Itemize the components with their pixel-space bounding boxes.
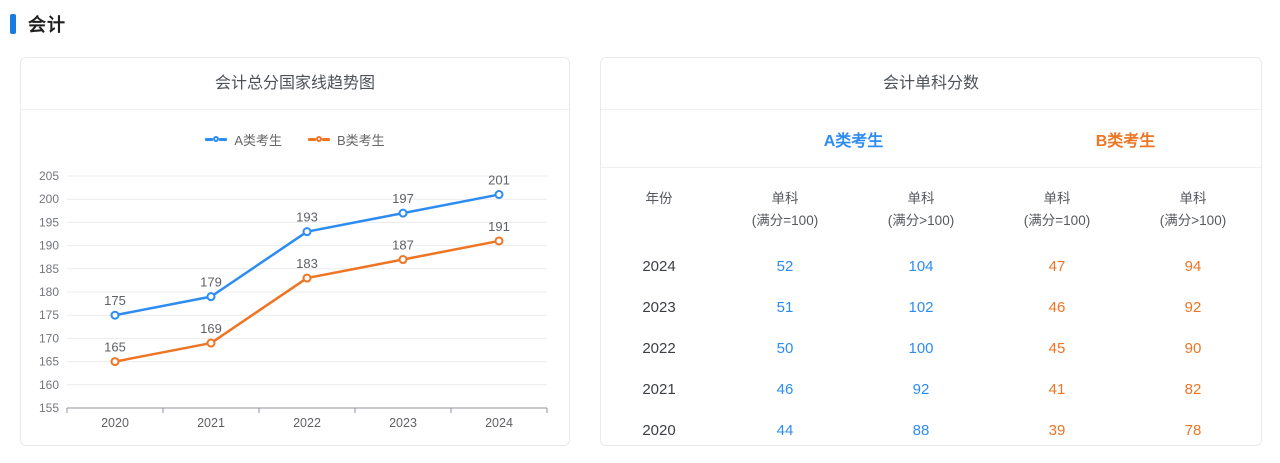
year-cell: 2021	[642, 381, 676, 398]
y-axis-label: 155	[39, 401, 59, 415]
score-cell: 41	[1048, 381, 1066, 398]
y-axis-label: 185	[39, 262, 59, 276]
section-accent-bar	[10, 14, 16, 34]
data-point-label: 201	[488, 173, 510, 188]
score-cell: 52	[776, 258, 794, 275]
score-cell: 44	[776, 422, 794, 439]
score-cell: 100	[908, 340, 934, 357]
score-cell: 46	[776, 381, 794, 398]
table-row: 2024 52 104 47 94	[601, 246, 1261, 287]
data-point-label: 175	[104, 293, 126, 308]
legend-item-b[interactable]: B类考生	[308, 124, 385, 154]
score-cell: 104	[908, 258, 934, 275]
data-point-marker	[494, 190, 504, 200]
legend-item-a[interactable]: A类考生	[205, 124, 282, 154]
column-header-0: 年份	[645, 191, 673, 206]
group-header-row: A类考生 B类考生	[601, 110, 1261, 168]
column-header-2: 单科 (满分>100)	[887, 191, 955, 228]
score-table: 年份 单科 (满分=100) 单科 (满分>100) 单科 (满分=100) 单科 (满分>10…	[601, 168, 1261, 451]
group-header-a: A类考生	[823, 132, 884, 150]
x-axis-label: 2024	[485, 416, 513, 430]
group-header-b: B类考生	[1095, 132, 1156, 150]
data-point-label: 183	[296, 256, 318, 271]
score-cell: 46	[1048, 299, 1066, 316]
x-axis: 2020 2021 2022 2023 2024	[66, 407, 548, 430]
legend-label-a: A类考生	[234, 132, 282, 148]
trend-card-title: 会计总分国家线趋势图	[21, 58, 569, 110]
series-line-1: 165 169 183 187 191	[104, 219, 510, 367]
y-axis-label: 160	[39, 378, 59, 392]
series-line-0: 175 179 193 197 201	[104, 173, 510, 320]
trend-chart: 155 160 165 170 175 180 185 190 195 200 205 2020 202…	[21, 154, 569, 444]
legend-line-marker-a-icon	[205, 136, 228, 142]
score-cell: 94	[1184, 258, 1202, 275]
y-axis-label: 205	[39, 169, 59, 183]
data-point-marker	[494, 236, 504, 246]
column-header-4: 单科 (满分>100)	[1159, 191, 1227, 228]
data-point-marker	[110, 310, 120, 320]
table-row: 2022 50 100 45 90	[601, 328, 1261, 369]
data-point-label: 191	[488, 219, 510, 234]
y-axis-label: 180	[39, 285, 59, 299]
chart-legend: A类考生 B类考生	[21, 110, 569, 154]
x-axis-label: 2022	[293, 416, 321, 430]
score-cell: 45	[1048, 340, 1066, 357]
y-axis: 155 160 165 170 175 180 185 190 195 200 205	[39, 169, 547, 415]
x-axis-label: 2020	[101, 416, 129, 430]
data-point-marker	[302, 227, 312, 237]
y-axis-label: 200	[39, 192, 59, 206]
score-cell: 102	[908, 299, 934, 316]
column-header-3: 单科 (满分=100)	[1023, 191, 1091, 228]
score-table-body: 2024 52 104 47 94 2023 51 102 46 92 2022 50 100 45 90 2…	[601, 246, 1261, 451]
table-row: 2020 44 88 39 78	[601, 410, 1261, 451]
year-cell: 2024	[642, 258, 676, 275]
y-axis-label: 165	[39, 355, 59, 369]
y-axis-label: 195	[39, 215, 59, 229]
data-point-marker	[398, 208, 408, 218]
score-card-title: 会计单科分数	[601, 58, 1261, 110]
data-point-label: 165	[104, 340, 126, 355]
score-cell: 92	[912, 381, 930, 398]
data-point-marker	[302, 273, 312, 283]
data-point-label: 179	[200, 275, 222, 290]
score-cell: 78	[1184, 422, 1202, 439]
table-row: 2023 51 102 46 92	[601, 287, 1261, 328]
x-axis-label: 2021	[197, 416, 225, 430]
year-cell: 2023	[642, 299, 676, 316]
score-card: 会计单科分数 A类考生 B类考生 年份 单科 (满分=100) 单科 (满分>100) 单…	[600, 57, 1262, 446]
y-axis-label: 175	[39, 308, 59, 322]
legend-label-b: B类考生	[337, 132, 385, 148]
score-cell: 92	[1184, 299, 1202, 316]
score-cell: 47	[1048, 258, 1066, 275]
y-axis-label: 190	[39, 239, 59, 253]
data-point-label: 169	[200, 321, 222, 336]
score-cell: 51	[776, 299, 794, 316]
section-title: 会计	[28, 15, 66, 35]
data-point-marker	[206, 292, 216, 302]
data-point-marker	[110, 357, 120, 367]
year-cell: 2022	[642, 340, 676, 357]
data-point-marker	[206, 338, 216, 348]
table-header-row: 年份 单科 (满分=100) 单科 (满分>100) 单科 (满分=100) 单科 (满分>10…	[601, 168, 1261, 246]
score-cell: 90	[1184, 340, 1202, 357]
score-cell: 39	[1048, 422, 1066, 439]
table-row: 2021 46 92 41 82	[601, 369, 1261, 410]
x-axis-label: 2023	[389, 416, 417, 430]
data-point-marker	[398, 255, 408, 265]
column-header-1: 单科 (满分=100)	[751, 191, 819, 228]
section-header: 会计	[10, 11, 66, 37]
y-axis-label: 170	[39, 331, 59, 345]
trend-card: 会计总分国家线趋势图 A类考生 B类考生 155 160 165 170 175 180 1…	[20, 57, 570, 446]
data-point-label: 193	[296, 210, 318, 225]
legend-line-marker-b-icon	[308, 136, 330, 142]
data-point-label: 197	[392, 191, 414, 206]
score-cell: 82	[1184, 381, 1202, 398]
score-cell: 88	[912, 422, 930, 439]
year-cell: 2020	[642, 422, 676, 439]
score-cell: 50	[776, 340, 794, 357]
data-point-label: 187	[392, 238, 414, 253]
